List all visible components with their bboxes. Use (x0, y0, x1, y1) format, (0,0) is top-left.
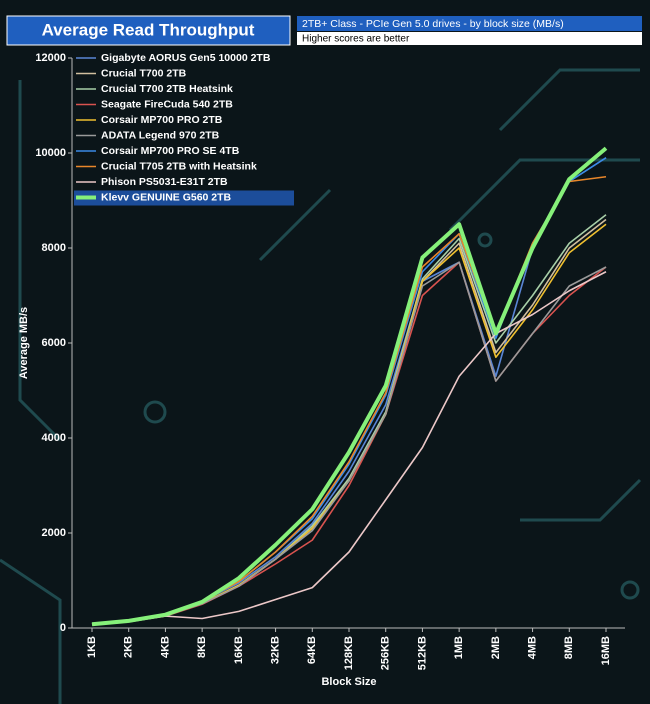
circuit-decoration (0, 68, 642, 704)
x-tick-label: 8MB (563, 636, 575, 659)
y-axis-label: Average MB/s (18, 307, 30, 379)
y-tick-label: 4000 (42, 432, 66, 444)
legend-label: Gigabyte AORUS Gen5 10000 2TB (101, 52, 271, 64)
x-tick-label: 1KB (86, 636, 98, 658)
x-axis-label: Block Size (321, 676, 376, 688)
legend-label: Seagate FireCuda 540 2TB (101, 98, 233, 110)
x-tick-label: 32KB (269, 636, 281, 664)
legend-label: Crucial T705 2TB with Heatsink (101, 160, 257, 172)
series-line (91, 146, 608, 627)
x-tick-label: 8KB (196, 636, 208, 658)
title-box (6, 15, 291, 46)
series-line (91, 271, 607, 625)
y-tick-label: 2000 (42, 527, 66, 539)
x-tick-label: 256KB (380, 636, 392, 670)
x-tick-label: 16KB (233, 636, 245, 664)
y-tick-label: 8000 (42, 242, 66, 254)
legend-highlight (74, 190, 294, 206)
legend-label: ADATA Legend 970 2TB (101, 129, 220, 141)
legend-label: Corsair MP700 PRO 2TB (101, 114, 223, 126)
legend-label: Crucial T700 2TB Heatsink (101, 83, 233, 95)
x-tick-label: 4MB (526, 636, 538, 659)
y-tick-label: 10000 (35, 147, 66, 159)
note: Higher scores are better (302, 34, 410, 45)
subtitle-box (297, 16, 642, 31)
x-tick-label: 128KB (343, 636, 355, 670)
x-tick-label: 16MB (600, 636, 612, 665)
legend-label: Crucial T700 2TB (101, 67, 187, 79)
legend-label: Corsair MP700 PRO SE 4TB (101, 145, 240, 157)
legend-label: Phison PS5031-E31T 2TB (101, 176, 228, 188)
x-tick-label: 512KB (416, 636, 428, 670)
x-tick-label: 4KB (159, 636, 171, 658)
y-tick-label: 6000 (42, 337, 66, 349)
subtitle: 2TB+ Class - PCIe Gen 5.0 drives - by bl… (302, 18, 564, 30)
x-tick-label: 1MB (453, 636, 465, 659)
legend-label: Klevv GENUINE G560 2TB (101, 191, 232, 203)
chart-title: Average Read Throughput (42, 20, 255, 39)
note-box (297, 32, 642, 45)
x-tick-label: 64KB (306, 636, 318, 664)
x-tick-label: 2MB (490, 636, 502, 659)
y-tick-label: 12000 (35, 52, 66, 64)
y-tick-label: 0 (60, 622, 66, 634)
x-tick-label: 2KB (123, 636, 135, 658)
